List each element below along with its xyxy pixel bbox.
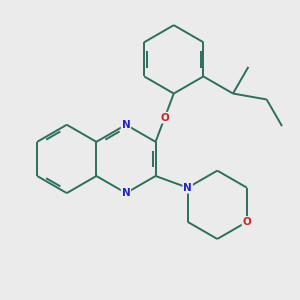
Text: N: N	[183, 183, 192, 193]
Text: N: N	[122, 188, 130, 198]
Text: N: N	[122, 120, 130, 130]
Text: O: O	[160, 113, 169, 123]
Text: O: O	[242, 217, 251, 227]
